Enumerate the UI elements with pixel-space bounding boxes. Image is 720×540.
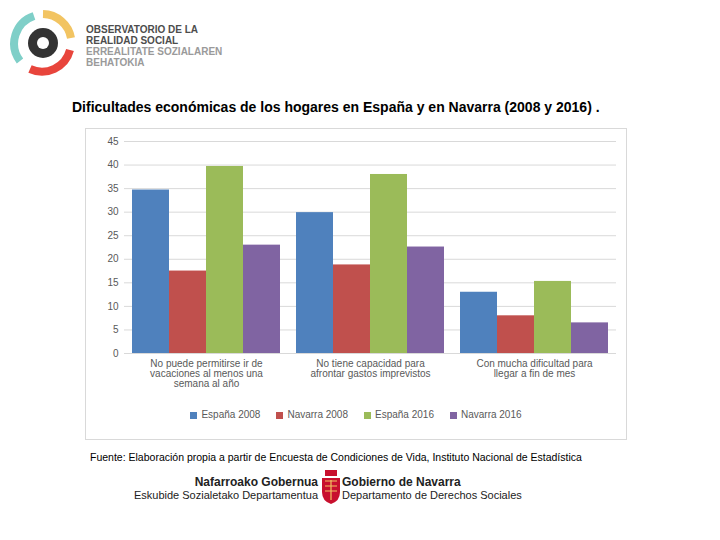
html-text:Nafarroako Gobernua: Nafarroako Gobernua [194, 475, 318, 489]
html-text:ERREALITATE SOZIALAREN: ERREALITATE SOZIALAREN [86, 46, 223, 57]
svg-text:No tiene capacidad paraafronta: No tiene capacidad paraafrontar gastos i… [310, 358, 430, 379]
html-text:Dificultades económicas de los: Dificultades económicas de los hogares e… [72, 99, 600, 115]
html-text:Gobierno de Navarra: Gobierno de Navarra [342, 475, 461, 489]
svg-text:5: 5 [113, 324, 119, 335]
html-text:Navarra 2008: Navarra 2008 [287, 409, 348, 420]
svg-text:20: 20 [107, 253, 119, 264]
svg-text:40: 40 [107, 159, 119, 170]
svg-text:25: 25 [107, 230, 119, 241]
svg-text:35: 35 [107, 183, 119, 194]
svg-text:Con mucha dificultad parallega: Con mucha dificultad parallegar a fin de… [476, 358, 593, 379]
html-text:España 2016: España 2016 [375, 409, 434, 420]
svg-text:45: 45 [107, 136, 119, 147]
html-text:Fuente: Elaboración propia a p: Fuente: Elaboración propia a partir de E… [90, 451, 582, 463]
html-text:Departamento de Derechos Socia: Departamento de Derechos Sociales [342, 489, 522, 501]
html-text:REALIDAD SOCIAL: REALIDAD SOCIAL [86, 35, 179, 46]
html-text:Navarra 2016: Navarra 2016 [461, 409, 522, 420]
svg-text:30: 30 [107, 206, 119, 217]
html-text:OBSERVATORIO DE LA: OBSERVATORIO DE LA [86, 24, 199, 35]
svg-text:10: 10 [107, 301, 119, 312]
svg-text:No puede permitirse ir devacac: No puede permitirse ir devacaciones al m… [150, 358, 263, 389]
svg-text:0: 0 [113, 348, 119, 359]
html-text:España 2008: España 2008 [201, 409, 261, 420]
svg-text:15: 15 [107, 277, 119, 288]
html-text:Eskubide Sozialetako Departame: Eskubide Sozialetako Departamentua [133, 489, 318, 501]
html-text:BEHATOKIA: BEHATOKIA [86, 57, 145, 68]
